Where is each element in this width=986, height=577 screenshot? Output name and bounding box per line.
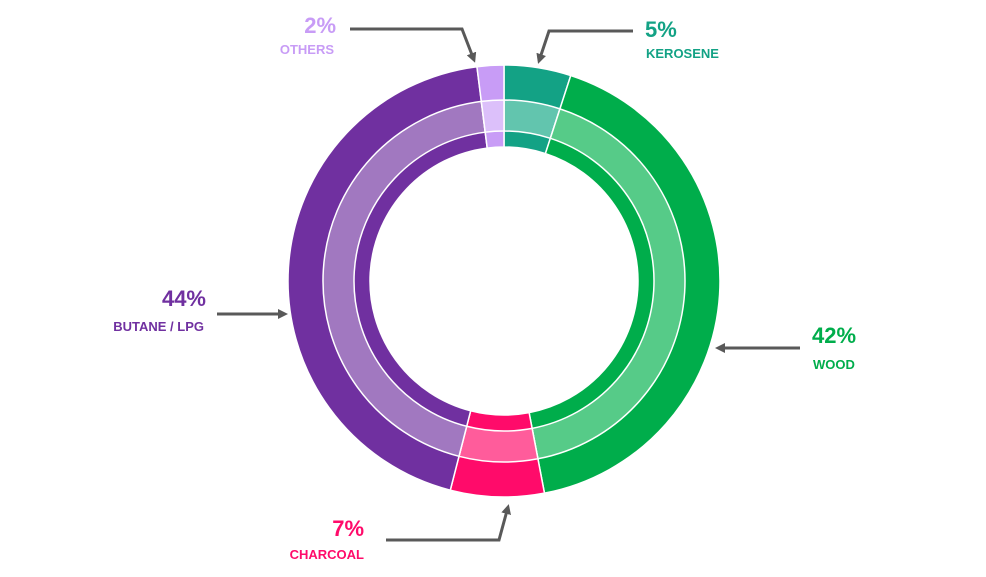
kerosene-label: KEROSENE <box>646 46 719 61</box>
others-percent: 2% <box>304 13 336 38</box>
butane-lpg-label: BUTANE / LPG <box>113 319 204 334</box>
butane-lpg-percent: 44% <box>162 286 206 311</box>
slice-band-charcoal <box>458 425 539 463</box>
slice-band-others <box>480 99 505 134</box>
slice-wood <box>528 74 721 495</box>
donut-slices <box>287 64 721 498</box>
callout-arrows <box>217 27 800 542</box>
others-arrow <box>350 27 477 63</box>
charcoal-label: CHARCOAL <box>290 547 364 562</box>
charcoal-arrow <box>386 504 511 542</box>
slice-butane-lpg <box>287 65 489 492</box>
wood-percent: 42% <box>812 323 856 348</box>
kerosene-percent: 5% <box>645 17 677 42</box>
kerosene-arrow <box>536 29 633 64</box>
charcoal-percent: 7% <box>332 516 364 541</box>
wood-label: WOOD <box>813 357 855 372</box>
others-label: OTHERS <box>280 42 335 57</box>
